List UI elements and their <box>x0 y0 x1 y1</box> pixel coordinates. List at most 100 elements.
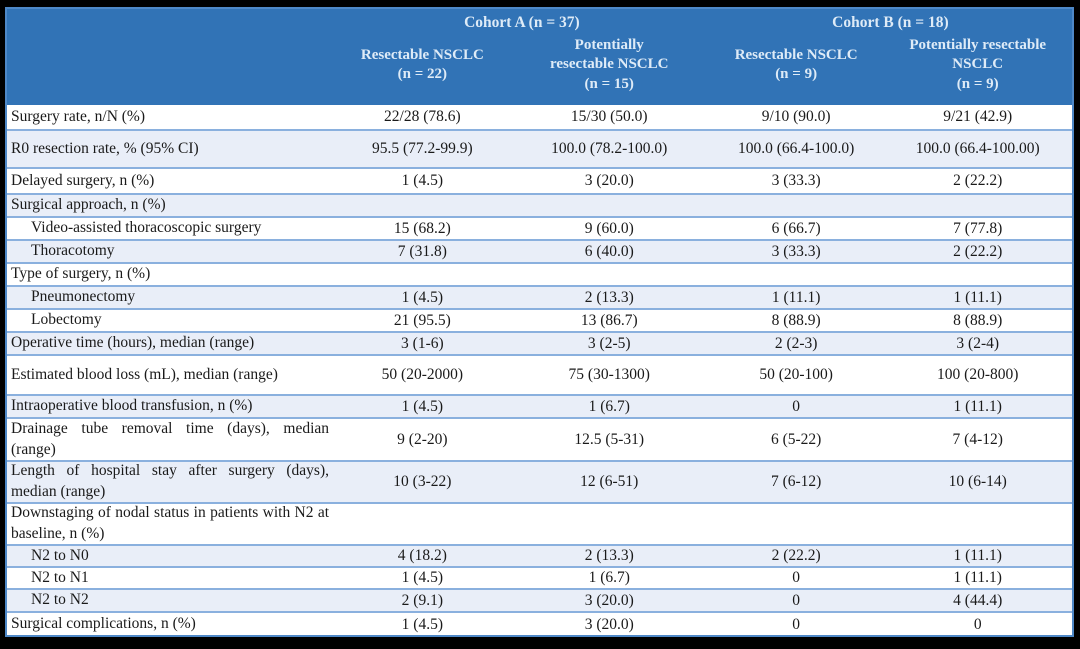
cell-value-potentially-resectable-a <box>510 274 709 276</box>
column-header-line: (n = 15) <box>584 75 634 92</box>
cell-value-potentially-resectable-a: 3 (20.0) <box>584 591 634 609</box>
table-row: Delayed surgery, n (%) 1 (4.5) 3 (20.0) … <box>7 169 1072 195</box>
cell-value-resectable-a: 21 (95.5) <box>393 311 451 329</box>
cell-value-potentially-resectable-b <box>883 523 1072 525</box>
cell-value-potentially-resectable-a: 75 (30-1300) <box>568 366 650 383</box>
header-group-cohort-a: Cohort A (n = 37) <box>464 14 580 31</box>
column-header-potentially-resectable-b: Potentially resectable NSCLC (n = 9) <box>883 33 1072 105</box>
table-row: Lobectomy 21 (95.5) 13 (86.7) 8 (88.9) 8… <box>7 310 1072 333</box>
cell-value-potentially-resectable-a: 12.5 (5-31) <box>574 430 645 448</box>
column-header-resectable-a: Resectable NSCLC (n = 22) <box>335 33 510 105</box>
cell-value-resectable-b <box>709 523 884 525</box>
cell-value-potentially-resectable-b: 2 (22.2) <box>953 172 1003 189</box>
cell-value-potentially-resectable-b: 3 (2-4) <box>956 334 1000 352</box>
cell-value-resectable-b: 1 (11.1) <box>771 288 821 306</box>
row-label: Downstaging of nodal status in patients … <box>11 504 330 542</box>
row-label: Type of surgery, n (%) <box>11 265 151 283</box>
cell-value-potentially-resectable-b: 0 <box>973 615 982 633</box>
cell-value-resectable-a: 50 (20-2000) <box>381 366 464 383</box>
table-row: R0 resection rate, % (95% CI) 95.5 (77.2… <box>7 131 1072 169</box>
cell-value-resectable-a: 1 (4.5) <box>401 172 443 189</box>
cell-value-resectable-b: 2 (2-3) <box>774 334 818 352</box>
row-label: Surgical approach, n (%) <box>11 196 166 214</box>
column-header-line: resectable NSCLC <box>550 56 669 73</box>
cell-value-resectable-a <box>335 205 510 207</box>
cell-value-resectable-b: 3 (33.3) <box>771 172 821 189</box>
cell-value-resectable-b: 0 <box>792 397 801 415</box>
cell-value-resectable-a: 10 (3-22) <box>393 473 452 490</box>
table-row: N2 to N1 1 (4.5) 1 (6.7) 0 1 (11.1) <box>7 568 1072 590</box>
cell-value-resectable-a: 9 (2-20) <box>397 430 448 448</box>
cell-value-potentially-resectable-b: 7 (4-12) <box>952 430 1003 448</box>
cell-value-resectable-b: 7 (6-12) <box>770 473 822 490</box>
cell-value-potentially-resectable-a: 3 (2-5) <box>587 334 631 352</box>
cell-value-resectable-a: 2 (9.1) <box>401 591 443 609</box>
column-header-resectable-b: Resectable NSCLC (n = 9) <box>709 33 884 105</box>
row-label: R0 resection rate, % (95% CI) <box>11 139 199 157</box>
cell-value-resectable-b: 9/10 (90.0) <box>761 108 831 125</box>
cell-value-resectable-a: 1 (4.5) <box>401 615 443 633</box>
header-group-cohort-b: Cohort B (n = 18) <box>832 14 949 31</box>
cell-value-potentially-resectable-a <box>510 523 709 525</box>
column-header-line: Resectable NSCLC <box>734 46 858 63</box>
cell-value-resectable-b: 0 <box>792 591 801 609</box>
table-body: Surgery rate, n/N (%) 22/28 (78.6) 15/30… <box>7 105 1072 635</box>
cell-value-potentially-resectable-b: 9/21 (42.9) <box>943 108 1013 125</box>
column-header-line: Resectable NSCLC <box>360 46 484 63</box>
table-row: N2 to N0 4 (18.2) 2 (13.3) 2 (22.2) 1 (1… <box>7 546 1072 568</box>
column-header-line: (n = 9) <box>775 66 818 82</box>
table-row: Type of surgery, n (%) <box>7 264 1072 287</box>
cell-value-resectable-a <box>335 274 510 276</box>
cell-value-potentially-resectable-b: 8 (88.9) <box>953 311 1003 329</box>
surgical-outcomes-table: Cohort A (n = 37) Cohort B (n = 18) Rese… <box>5 7 1074 637</box>
row-label: N2 to N2 <box>31 591 89 609</box>
cell-value-potentially-resectable-b: 1 (11.1) <box>953 397 1002 415</box>
column-header-line: Potentially <box>574 36 644 53</box>
cell-value-potentially-resectable-b <box>883 205 1072 207</box>
table-row: Surgical approach, n (%) <box>7 195 1072 218</box>
row-label: N2 to N0 <box>31 546 89 564</box>
cell-value-resectable-a: 15 (68.2) <box>393 219 451 237</box>
cell-value-resectable-b: 0 <box>792 615 801 633</box>
cell-value-resectable-b <box>709 205 884 207</box>
cell-value-resectable-b <box>709 274 884 276</box>
cell-value-potentially-resectable-b: 10 (6-14) <box>948 473 1007 490</box>
row-label: Intraoperative blood transfusion, n (%) <box>11 397 253 415</box>
table-row: N2 to N2 2 (9.1) 3 (20.0) 0 4 (44.4) <box>7 590 1072 613</box>
cell-value-potentially-resectable-a <box>510 205 709 207</box>
cell-value-potentially-resectable-b: 7 (77.8) <box>953 219 1003 237</box>
cell-value-resectable-a: 1 (4.5) <box>401 397 443 415</box>
table-row: Surgical complications, n (%) 1 (4.5) 3 … <box>7 613 1072 635</box>
table-frame: Cohort A (n = 37) Cohort B (n = 18) Rese… <box>5 7 1074 637</box>
cell-value-resectable-a: 3 (1-6) <box>401 334 444 352</box>
cell-value-resectable-b: 8 (88.9) <box>771 311 821 329</box>
cell-value-potentially-resectable-a: 3 (20.0) <box>584 172 634 189</box>
cell-value-potentially-resectable-b: 2 (22.2) <box>953 242 1003 260</box>
table-row: Intraoperative blood transfusion, n (%) … <box>7 396 1072 419</box>
cell-value-potentially-resectable-b: 1 (11.1) <box>953 547 1002 564</box>
row-label: Thoracotomy <box>31 242 115 260</box>
cell-value-resectable-a: 7 (31.8) <box>397 242 447 260</box>
row-label: Surgery rate, n/N (%) <box>11 107 146 125</box>
cell-value-potentially-resectable-a: 3 (20.0) <box>584 615 634 633</box>
cell-value-potentially-resectable-a: 100.0 (78.2-100.0) <box>551 140 668 157</box>
cell-value-potentially-resectable-a: 2 (13.3) <box>584 547 634 564</box>
row-label: Delayed surgery, n (%) <box>11 171 155 189</box>
cell-value-resectable-b: 6 (5-22) <box>770 430 822 448</box>
cell-value-potentially-resectable-a: 2 (13.3) <box>584 288 634 306</box>
column-header-line: (n = 22) <box>397 66 448 82</box>
cell-value-potentially-resectable-a: 15/30 (50.0) <box>570 108 648 125</box>
cell-value-potentially-resectable-a: 9 (60.0) <box>584 219 634 237</box>
row-label: Estimated blood loss (mL), median (range… <box>11 365 278 383</box>
cell-value-resectable-a <box>335 523 510 525</box>
cell-value-potentially-resectable-b: 4 (44.4) <box>953 591 1003 609</box>
row-label: Length of hospital stay after surgery (d… <box>11 462 330 500</box>
column-header-line: (n = 9) <box>956 75 999 92</box>
cell-value-resectable-a: 95.5 (77.2-99.9) <box>371 140 473 157</box>
cell-value-potentially-resectable-a: 1 (6.7) <box>588 397 630 415</box>
row-label: Lobectomy <box>31 311 102 329</box>
row-label: Video-assisted thoracoscopic surgery <box>31 219 262 237</box>
row-label: Pneumonectomy <box>31 288 136 306</box>
table-row: Estimated blood loss (mL), median (range… <box>7 356 1072 396</box>
cell-value-resectable-a: 4 (18.2) <box>397 547 447 564</box>
